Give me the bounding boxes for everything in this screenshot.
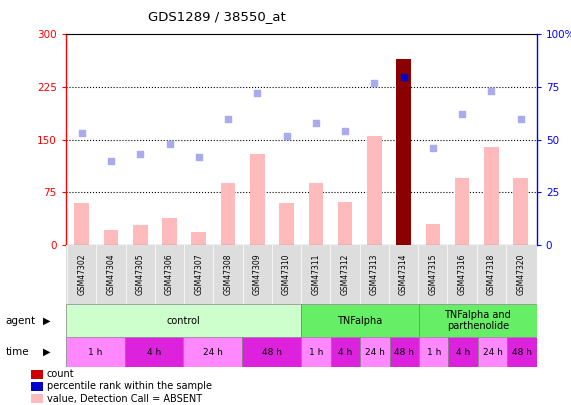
Point	[165, 141, 174, 147]
Bar	[360, 337, 389, 367]
Text: 24 h: 24 h	[203, 347, 223, 357]
Text: 4 h: 4 h	[456, 347, 471, 357]
Bar	[242, 337, 301, 367]
Point	[516, 115, 525, 122]
Text: GSM47306: GSM47306	[165, 254, 174, 296]
Point	[370, 80, 379, 86]
Bar	[221, 183, 235, 245]
Text: count: count	[47, 369, 75, 379]
Bar	[367, 136, 381, 245]
Text: GSM47312: GSM47312	[340, 254, 349, 295]
Text: GSM47309: GSM47309	[253, 254, 262, 296]
Bar	[31, 370, 43, 379]
Text: GSM47304: GSM47304	[107, 254, 115, 296]
Bar	[250, 154, 264, 245]
Bar	[513, 178, 528, 245]
Text: GDS1289 / 38550_at: GDS1289 / 38550_at	[148, 10, 286, 23]
Bar	[448, 337, 478, 367]
Text: 4 h: 4 h	[338, 347, 352, 357]
Bar	[507, 337, 537, 367]
Bar	[104, 230, 118, 245]
Bar	[301, 337, 331, 367]
Text: GSM47313: GSM47313	[370, 254, 379, 295]
Bar	[66, 304, 301, 337]
Point	[106, 158, 115, 164]
Point	[253, 90, 262, 97]
Text: GSM47305: GSM47305	[136, 254, 145, 296]
Point	[136, 151, 145, 158]
Text: 48 h: 48 h	[262, 347, 282, 357]
Text: control: control	[167, 315, 200, 326]
Bar	[308, 183, 323, 245]
Bar	[478, 337, 507, 367]
Text: GSM47318: GSM47318	[487, 254, 496, 295]
Bar	[338, 202, 352, 245]
Bar	[191, 232, 206, 245]
Bar	[279, 203, 294, 245]
Bar	[389, 337, 419, 367]
Text: GSM47314: GSM47314	[399, 254, 408, 295]
Bar	[331, 337, 360, 367]
Bar	[396, 59, 411, 245]
Bar	[133, 225, 147, 245]
Text: GSM47315: GSM47315	[428, 254, 437, 295]
Text: 48 h: 48 h	[394, 347, 414, 357]
Text: 1 h: 1 h	[427, 347, 441, 357]
Text: GSM47311: GSM47311	[311, 254, 320, 295]
Text: agent: agent	[6, 315, 36, 326]
Point	[428, 145, 437, 151]
Text: 4 h: 4 h	[147, 347, 161, 357]
Point	[311, 119, 320, 126]
Point	[340, 128, 349, 134]
Bar	[301, 304, 419, 337]
Point	[77, 130, 86, 136]
Text: 1 h: 1 h	[88, 347, 102, 357]
Text: percentile rank within the sample: percentile rank within the sample	[47, 382, 212, 392]
Bar	[419, 304, 537, 337]
Bar	[66, 337, 124, 367]
Text: TNFalpha: TNFalpha	[337, 315, 383, 326]
Text: GSM47307: GSM47307	[194, 254, 203, 296]
Bar	[124, 337, 183, 367]
Text: ▶: ▶	[43, 347, 50, 357]
Bar	[484, 147, 498, 245]
Point	[399, 73, 408, 80]
Bar	[419, 337, 448, 367]
Point	[282, 132, 291, 139]
Text: GSM47316: GSM47316	[457, 254, 467, 295]
Bar	[31, 394, 43, 403]
Text: 24 h: 24 h	[482, 347, 502, 357]
Bar	[74, 203, 89, 245]
Text: TNFalpha and
parthenolide: TNFalpha and parthenolide	[444, 310, 511, 331]
Bar	[162, 218, 177, 245]
Text: value, Detection Call = ABSENT: value, Detection Call = ABSENT	[47, 394, 202, 404]
Text: GSM47320: GSM47320	[516, 254, 525, 295]
Bar	[31, 382, 43, 391]
Text: 48 h: 48 h	[512, 347, 532, 357]
Text: 1 h: 1 h	[309, 347, 323, 357]
Bar	[183, 337, 242, 367]
Point	[223, 115, 232, 122]
Bar	[455, 178, 469, 245]
Text: ▶: ▶	[43, 315, 50, 326]
Text: 24 h: 24 h	[365, 347, 385, 357]
Point	[487, 88, 496, 94]
Point	[194, 153, 203, 160]
Text: GSM47308: GSM47308	[224, 254, 232, 295]
Text: GSM47302: GSM47302	[77, 254, 86, 295]
Text: GSM47310: GSM47310	[282, 254, 291, 295]
Text: time: time	[6, 347, 29, 357]
Bar	[425, 224, 440, 245]
Point	[457, 111, 467, 118]
